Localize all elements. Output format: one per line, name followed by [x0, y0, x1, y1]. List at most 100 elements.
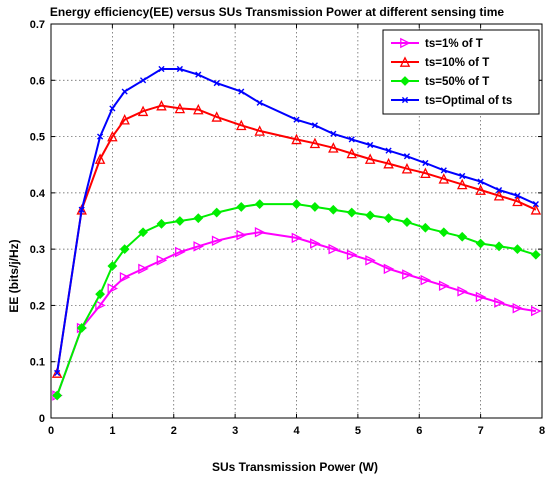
- x-tick-label: 5: [355, 425, 361, 437]
- data-point: [51, 367, 63, 378]
- data-point: [477, 178, 484, 185]
- x-tick-label: 6: [416, 425, 422, 437]
- data-point-stroke: [477, 178, 484, 185]
- data-point: [420, 274, 432, 286]
- data-point: [107, 261, 118, 271]
- data-point: [328, 204, 339, 215]
- data-point: [176, 65, 183, 73]
- data-point: [121, 88, 128, 95]
- data-point: [254, 199, 265, 210]
- data-point: [156, 99, 167, 111]
- data-point: [438, 227, 449, 238]
- data-point: [401, 96, 409, 104]
- data-point: [420, 167, 431, 179]
- data-point: [383, 157, 394, 169]
- data-point: [475, 184, 486, 195]
- data-point: [438, 280, 450, 291]
- y-tick-label: 0.1: [30, 357, 45, 369]
- data-point: [95, 300, 106, 311]
- data-point: [328, 142, 339, 153]
- data-point: [401, 163, 413, 174]
- data-point: [512, 244, 523, 255]
- data-point: [54, 369, 61, 377]
- legend-label: ts=Optimal of ts: [425, 95, 512, 107]
- series-line: [56, 104, 537, 374]
- data-point: [195, 71, 202, 78]
- data-point: [211, 111, 222, 122]
- data-point: [138, 227, 148, 238]
- data-point: [364, 153, 376, 164]
- data-point-stroke: [97, 133, 104, 140]
- data-point: [156, 255, 168, 266]
- data-point-stroke: [78, 206, 85, 213]
- data-point: [346, 207, 357, 218]
- data-point-stroke: [293, 116, 300, 123]
- series-group: [54, 65, 539, 377]
- x-tick-label: 4: [293, 425, 300, 437]
- data-point: [52, 390, 63, 401]
- data-point: [175, 246, 186, 258]
- data-point: [138, 263, 149, 275]
- data-point-stroke: [348, 136, 355, 143]
- data-point-stroke: [367, 141, 374, 149]
- data-point: [309, 137, 321, 149]
- data-point-stroke: [158, 65, 165, 73]
- data-point: [514, 192, 521, 199]
- data-point-stroke: [256, 99, 263, 106]
- data-point: [402, 217, 412, 228]
- data-point: [383, 213, 394, 224]
- legend-label: ts=50% of T: [425, 76, 489, 88]
- data-point: [495, 186, 503, 194]
- x-axis-label: SUs Transmission Power (W): [212, 460, 378, 474]
- data-point-stroke: [54, 369, 61, 377]
- data-point: [346, 249, 358, 261]
- data-point-stroke: [385, 147, 392, 154]
- data-point: [383, 263, 395, 275]
- x-tick-label: 2: [171, 425, 177, 437]
- data-point-stroke: [532, 201, 539, 208]
- data-point: [330, 130, 337, 137]
- data-point: [530, 204, 542, 215]
- data-point: [193, 213, 204, 224]
- data-point: [193, 241, 204, 252]
- legend: ts=1% of T ts=10% of T ts=50% of T ts=Optim…: [382, 29, 540, 115]
- data-point-stroke: [238, 88, 245, 95]
- data-point: [402, 269, 413, 280]
- data-point: [512, 195, 523, 207]
- data-point: [494, 241, 504, 252]
- data-point: [256, 99, 263, 106]
- data-point: [213, 80, 220, 87]
- data-point: [532, 201, 539, 208]
- data-point: [76, 323, 87, 333]
- data-point: [156, 218, 167, 229]
- data-point: [475, 238, 486, 249]
- data-point: [512, 302, 524, 314]
- x-tick-label: 1: [109, 425, 115, 437]
- series-group: [51, 99, 542, 378]
- x-tick-label: 0: [48, 425, 54, 437]
- data-point-stroke: [495, 186, 503, 194]
- legend-label: ts=1% of T: [425, 38, 483, 50]
- series-group: [52, 199, 541, 401]
- data-point: [254, 125, 265, 136]
- data-point: [310, 202, 320, 212]
- data-point: [459, 172, 466, 180]
- data-point: [97, 133, 104, 140]
- x-tick-label: 7: [478, 425, 484, 437]
- data-point: [211, 235, 223, 246]
- data-point: [78, 206, 85, 213]
- data-point: [365, 255, 376, 266]
- data-point-stroke: [176, 65, 183, 73]
- data-point: [238, 88, 245, 95]
- data-point: [420, 222, 431, 233]
- legend-item: ts=1% of T: [391, 37, 483, 50]
- data-point: [236, 202, 247, 212]
- data-point: [293, 116, 300, 123]
- data-point: [310, 238, 321, 249]
- data-point: [236, 229, 247, 241]
- data-point-stroke: [311, 122, 319, 129]
- data-point: [94, 153, 106, 164]
- data-point: [119, 272, 131, 283]
- data-point: [291, 133, 302, 145]
